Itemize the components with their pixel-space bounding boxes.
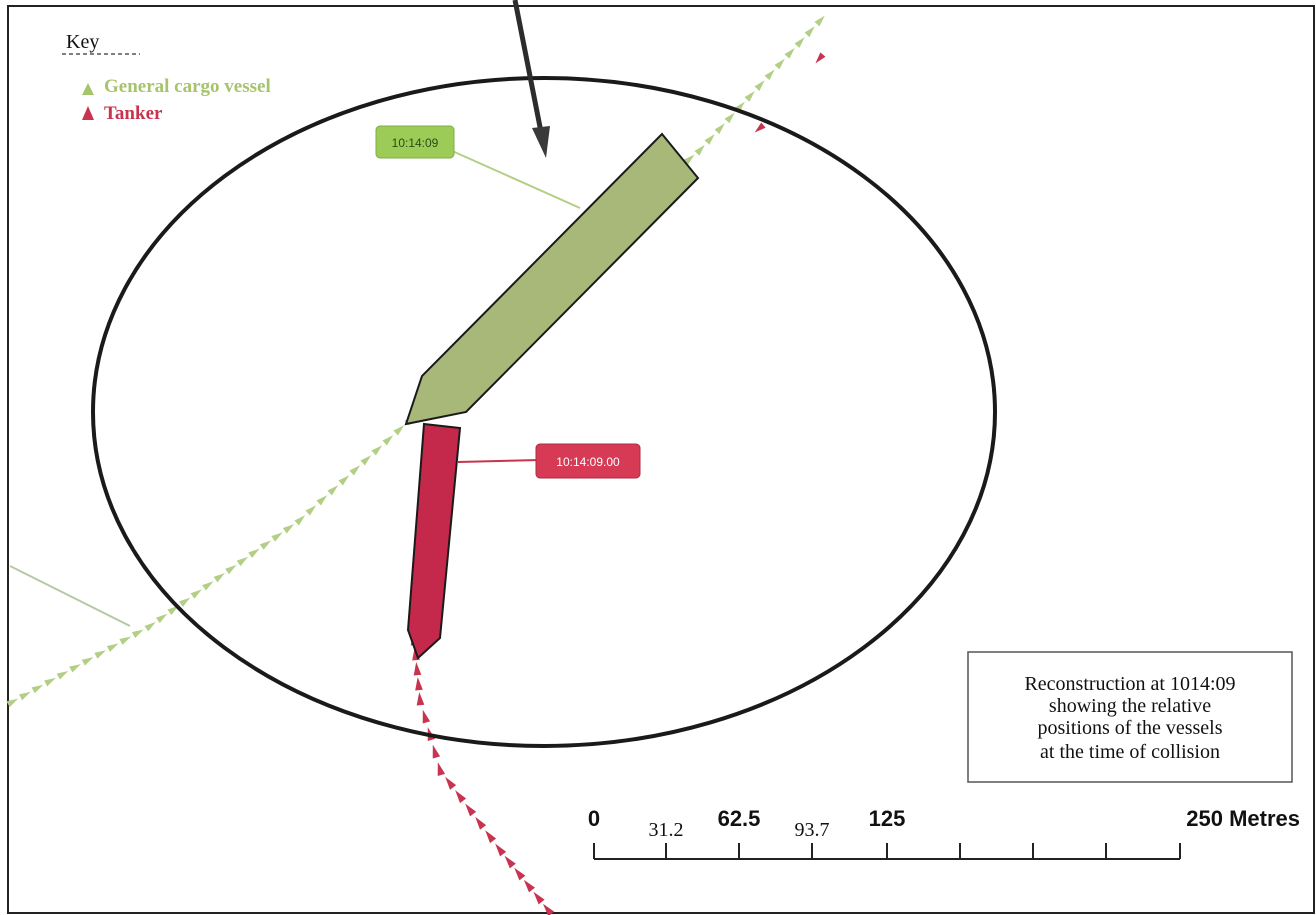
cargo-track-marker: [338, 475, 350, 486]
legend-tanker-label: Tanker: [104, 103, 163, 124]
cargo-track-marker: [683, 154, 695, 165]
cargo-track-marker: [804, 26, 815, 38]
cargo-track-marker: [31, 684, 44, 694]
cargo-track-marker: [225, 564, 237, 575]
note-line-3: positions of the vessels: [1038, 717, 1223, 739]
cargo-track-marker: [56, 670, 69, 680]
note-box: [967, 651, 1293, 783]
cargo-track-marker: [271, 532, 283, 542]
scale-bar-ticks: [593, 843, 1181, 859]
collision-area-ellipse: [91, 76, 997, 748]
cargo-track-marker: [724, 112, 735, 124]
tanker-track-marker: [413, 662, 422, 676]
figure-frame: [7, 5, 1315, 914]
cargo-track-marker: [69, 664, 81, 673]
cargo-track-marker: [814, 15, 825, 27]
cargo-track-marker: [131, 629, 144, 639]
scale-label-31-2: 31.2: [649, 819, 684, 841]
tanker-track-marker: [432, 744, 441, 759]
legend-title: Key: [66, 31, 99, 53]
cargo-track-marker: [18, 691, 31, 701]
tanker-track-marker: [523, 879, 535, 893]
note-line-1: Reconstruction at 1014:09: [1024, 673, 1235, 695]
tanker-track-marker: [422, 709, 431, 724]
scale-bar: 0 31.2 62.5 93.7 125 250 Metres: [588, 806, 1300, 860]
cargo-track-marker: [774, 58, 785, 70]
cargo-track-marker: [714, 123, 725, 135]
tanker-hull: [406, 422, 462, 660]
scale-label-125: 125: [869, 806, 906, 831]
cargo-track-marker: [202, 581, 214, 591]
cargo-track-marker: [694, 144, 705, 156]
tanker-label-leader: [457, 459, 541, 463]
cargo-vessel-hull: [404, 132, 700, 426]
tanker-track-marker: [445, 776, 457, 790]
cargo-track-marker: [144, 621, 156, 632]
cargo-track-marker: [81, 657, 94, 666]
cargo-track-marker: [282, 524, 295, 534]
cargo-track-marker: [382, 435, 394, 446]
cargo-track-marker: [764, 69, 775, 81]
legend-cargo-label: General cargo vessel: [104, 76, 271, 97]
cargo-track-marker: [794, 37, 805, 48]
cargo-track-marker: [44, 677, 56, 687]
tanker-time-text: 10:14:09.00: [556, 455, 620, 469]
scale-label-62-5: 62.5: [718, 806, 761, 831]
tanker-track-marker: [465, 803, 477, 817]
tanker-track-marker: [437, 762, 446, 776]
cargo-track-marker: [327, 485, 339, 496]
scale-label-93-7: 93.7: [795, 819, 830, 841]
cargo-track-marker: [316, 495, 328, 506]
cargo-time-text: 10:14:09: [392, 136, 439, 150]
scale-label-0: 0: [588, 806, 600, 831]
tanker-track-marker: [533, 891, 545, 905]
cargo-track-marker: [106, 643, 119, 652]
cargo-track-marker: [305, 505, 317, 516]
cargo-track-marker: [248, 548, 260, 558]
tanker-track-marker: [504, 855, 516, 869]
pointer-arrow-icon: [512, 0, 550, 158]
tanker-track-marker: [455, 790, 467, 804]
note-line-4: at the time of collision: [1040, 741, 1220, 763]
cargo-track-marker: [784, 47, 795, 59]
tanker-track-marker: [415, 677, 423, 691]
cargo-track-marker: [179, 597, 191, 607]
cargo-track-marker: [360, 455, 372, 466]
tanker-track-marker: [815, 52, 826, 64]
tanker-track-marker: [475, 816, 487, 830]
cargo-track-marker: [155, 613, 168, 624]
tanker-track-marker: [485, 830, 497, 844]
cargo-label-leader: [449, 149, 581, 209]
cargo-track-marker: [94, 650, 106, 659]
tanker-track-marker: [543, 903, 555, 915]
note-line-2: showing the relative: [1049, 695, 1211, 717]
cargo-track-marker: [754, 80, 765, 91]
faint-track-line-left: [9, 565, 131, 627]
reconstruction-note: Reconstruction at 1014:09 showing the re…: [967, 651, 1293, 783]
cargo-track-marker: [704, 134, 715, 145]
cargo-track-marker: [213, 573, 225, 583]
cargo-track-marker: [6, 698, 19, 708]
tanker-time-label: 10:14:09.00: [535, 443, 641, 479]
cargo-track-marker: [294, 515, 306, 526]
legend-cargo-triangle-icon: [82, 83, 94, 95]
cargo-track-marker: [236, 556, 249, 567]
cargo-track-marker: [393, 425, 405, 436]
tanker-track-marker: [754, 122, 766, 133]
legend: Key General cargo vessel Tanker: [62, 31, 271, 124]
tanker-track-marker: [495, 843, 507, 857]
cargo-track-marker: [190, 589, 202, 599]
cargo-track-marker: [259, 540, 272, 550]
cargo-time-label: 10:14:09: [375, 125, 455, 159]
cargo-track-marker: [371, 445, 383, 456]
tanker-track-marker: [514, 867, 526, 881]
scale-label-250-metres: 250 Metres: [1186, 806, 1300, 831]
cargo-track-marker: [119, 636, 132, 645]
legend-tanker-triangle-icon: [82, 106, 94, 120]
cargo-track-marker: [349, 465, 361, 476]
cargo-track-marker: [744, 91, 755, 102]
tanker-track-marker: [416, 692, 425, 706]
